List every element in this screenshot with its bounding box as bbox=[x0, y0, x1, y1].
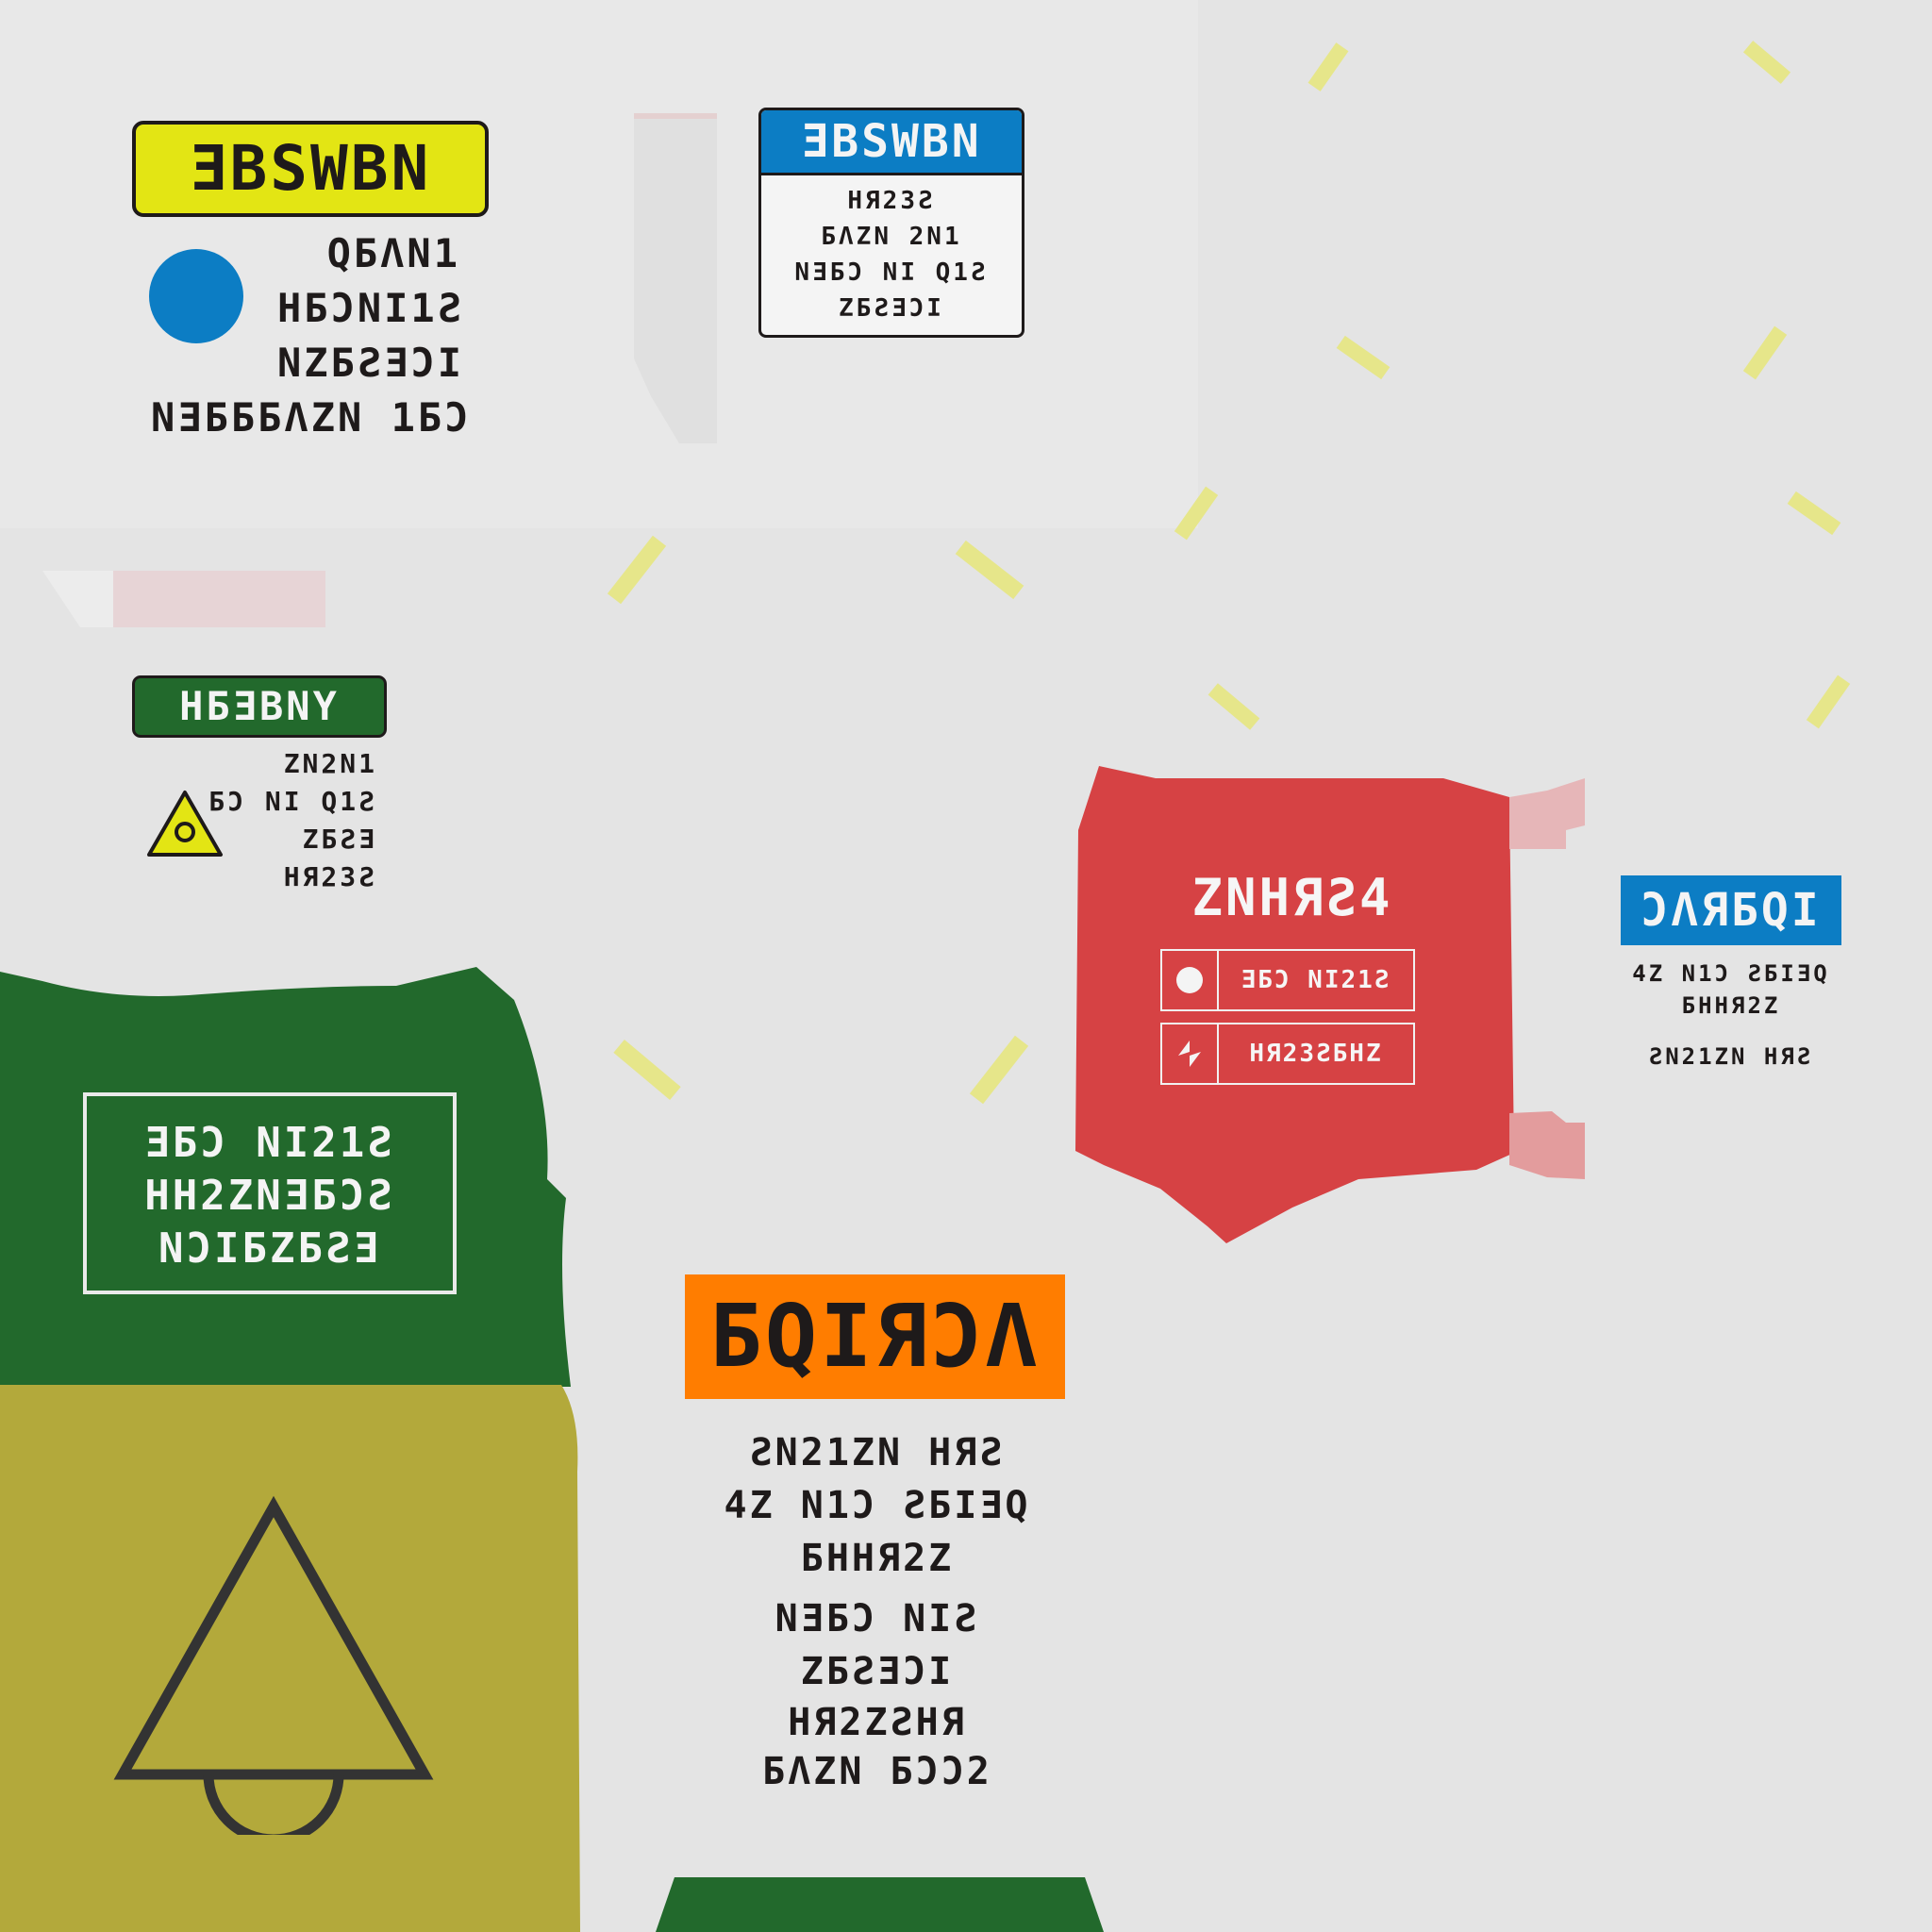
red-region bbox=[1075, 766, 1514, 1243]
stripe-mark bbox=[1208, 683, 1260, 730]
label-orange-title: БQΙЯƆΛ bbox=[709, 1286, 1041, 1387]
label-red-row: ƎБƆ ΝΙ21Ƨ bbox=[1160, 949, 1415, 1011]
label-orange-text: ƧΝ21ΖΝ ΗЯƧ 4Ζ Ν1Ɔ ƧБΙƎQ БΗΗЯ2Ζ ΝƎБƆ ΝΙƧ … bbox=[679, 1426, 1075, 1796]
bell-triangle-icon bbox=[113, 1495, 434, 1835]
label-blue-line: ΝƎБƆ ΝΙ Q1Ƨ bbox=[794, 258, 989, 287]
stripe-mark bbox=[607, 535, 667, 605]
label-green-small-line: ΖΝ2Ν1 bbox=[283, 748, 377, 779]
label-green-small-text: ΖΝ2Ν1 БƆ ΝΙ Q1Ƨ ΖБƧƎ ΗЯ23Ƨ bbox=[208, 745, 377, 896]
label-green-box-line: ΝƆΙБΖБƧƎ bbox=[158, 1224, 381, 1273]
olive-region bbox=[0, 1385, 580, 1932]
stripe-mark bbox=[969, 1035, 1029, 1105]
label-yellow-text: QБΛΝ1 ΗБƆΝΙ1Ƨ ΝΖБƧƎƆΙ ΝƎБББΛΖΝ 1БƆ bbox=[151, 226, 472, 445]
label-blue-line: ΗЯ23Ƨ bbox=[847, 187, 936, 215]
stripe-mark bbox=[1742, 41, 1791, 84]
label-red-row: ΗЯ23ƧБΗΖ bbox=[1160, 1023, 1415, 1085]
dot-circle-icon bbox=[1162, 951, 1219, 1009]
label-blue-small-line: ƧΝ21ΖΝ ΗЯƧ bbox=[1648, 1043, 1814, 1070]
label-blue-header: ƎBSWBN bbox=[761, 110, 1022, 175]
stripe-mark bbox=[955, 540, 1024, 600]
smudge-line bbox=[634, 113, 717, 119]
label-blue: ƎBSWBN ΗЯ23Ƨ БΛΖΝ 2Ν1 ΝƎБƆ ΝΙ Q1Ƨ ΖБƧƎƆΙ bbox=[758, 108, 1024, 338]
smudge-shape bbox=[634, 113, 717, 443]
label-green-small-title: ΗБƎBΝΥ bbox=[179, 683, 340, 729]
green-region bbox=[0, 967, 571, 1387]
stripe-mark bbox=[1174, 486, 1219, 541]
label-green-small-line: БƆ ΝΙ Q1Ƨ bbox=[208, 786, 377, 817]
label-green-small-line: ΖБƧƎ bbox=[302, 824, 377, 855]
label-orange-line: БΗΗЯ2Ζ bbox=[800, 1537, 955, 1580]
label-yellow-line: ΝΖБƧƎƆΙ bbox=[276, 340, 464, 386]
label-green-small-line: ΗЯ23Ƨ bbox=[283, 861, 377, 892]
stripe-mark bbox=[1336, 335, 1391, 380]
label-orange-line: ΗЯ2ΖƧΗЯ bbox=[788, 1701, 967, 1744]
stripe-mark bbox=[1787, 491, 1841, 536]
label-blue-small-line: БΗΗЯ2Ζ bbox=[1681, 992, 1781, 1019]
pink-smudge bbox=[108, 571, 325, 627]
label-green-box-line: ΗΗ2ΖΝƎБƆƧ bbox=[144, 1172, 395, 1220]
label-blue-body: ΗЯ23Ƨ БΛΖΝ 2Ν1 ΝƎБƆ ΝΙ Q1Ƨ ΖБƧƎƆΙ bbox=[761, 175, 1022, 326]
label-blue-line: БΛΖΝ 2Ν1 bbox=[821, 223, 962, 251]
label-orange: БQΙЯƆΛ bbox=[685, 1274, 1065, 1399]
label-blue-small-title: ƆΛЯБQΙ bbox=[1641, 884, 1822, 937]
label-green-box-line: ƎБƆ ΝΙ21Ƨ bbox=[144, 1119, 395, 1167]
red-tab-bottom bbox=[1509, 1111, 1585, 1179]
label-blue-line: ΖБƧƎƆΙ bbox=[839, 294, 944, 323]
label-yellow: ƎBSWBN bbox=[132, 121, 489, 217]
stripe-mark bbox=[1742, 325, 1788, 380]
label-blue-small-text: 4Ζ Ν1Ɔ ƧБΙƎQ БΗΗЯ2Ζ ƧΝ21ΖΝ ΗЯƧ bbox=[1604, 958, 1858, 1073]
label-yellow-line: QБΛΝ1 bbox=[326, 230, 460, 276]
label-orange-line: ΖБƧƎƆΙ bbox=[800, 1650, 955, 1693]
stripe-mark bbox=[613, 1040, 681, 1100]
warning-triangle-icon bbox=[147, 791, 223, 857]
smudge-corner bbox=[42, 571, 113, 627]
label-green-small: ΗБƎBΝΥ bbox=[132, 675, 387, 738]
stripe-marks bbox=[607, 41, 1851, 1105]
stripe-mark bbox=[1806, 675, 1851, 729]
label-orange-line: 4Ζ Ν1Ɔ ƧБΙƎQ bbox=[724, 1484, 1031, 1527]
label-green-box: ƎБƆ ΝΙ21Ƨ ΗΗ2ΖΝƎБƆƧ ΝƆΙБΖБƧƎ bbox=[83, 1092, 457, 1294]
label-blue-small: ƆΛЯБQΙ bbox=[1621, 875, 1841, 945]
label-orange-line: ƧΝ21ΖΝ ΗЯƧ bbox=[749, 1431, 1006, 1474]
stripe-mark bbox=[1307, 42, 1349, 92]
red-tab-top bbox=[1509, 778, 1585, 849]
label-yellow-title: ƎBSWBN bbox=[189, 132, 432, 205]
label-orange-line: ΝƎБƆ ΝΙƧ bbox=[774, 1597, 980, 1641]
label-yellow-line: ΝƎБББΛΖΝ 1БƆ bbox=[151, 394, 472, 441]
label-red-title: ΖΝΗЯƧ4 bbox=[1191, 868, 1393, 927]
label-orange-line: БΛΖΝ БƆƆ2 bbox=[762, 1750, 992, 1793]
label-blue-small-line: 4Ζ Ν1Ɔ ƧБΙƎQ bbox=[1632, 960, 1830, 987]
rotate-arrow-icon bbox=[1162, 1024, 1219, 1083]
green-strip-bottom bbox=[656, 1877, 1104, 1932]
blue-circle-icon bbox=[149, 249, 243, 343]
label-red-row-text: ΗЯ23ƧБΗΖ bbox=[1249, 1040, 1383, 1068]
label-blue-title: ƎBSWBN bbox=[801, 115, 982, 168]
label-red-row-text: ƎБƆ ΝΙ21Ƨ bbox=[1241, 966, 1391, 994]
label-red: ΖΝΗЯƧ4 bbox=[1132, 863, 1453, 933]
label-yellow-line: ΗБƆΝΙ1Ƨ bbox=[276, 285, 464, 331]
